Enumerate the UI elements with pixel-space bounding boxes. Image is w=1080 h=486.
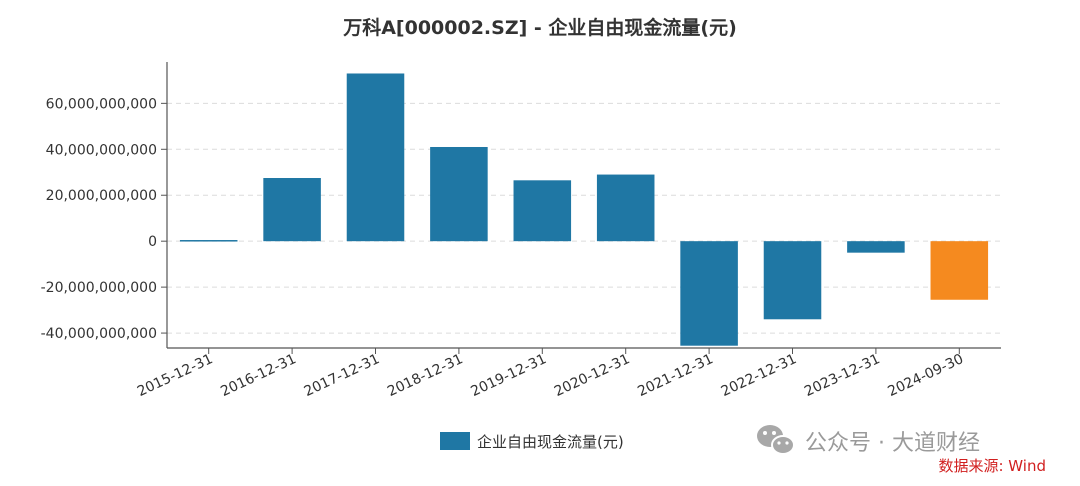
bar[interactable] xyxy=(596,174,655,242)
x-axis-ticks: 2015-12-31 2016-12-31 2017-12-31 2018-12-31… xyxy=(135,348,966,400)
x-tick-label: 2019-12-31 xyxy=(468,351,549,400)
bar[interactable] xyxy=(847,241,905,253)
y-tick-label: 20,000,000,000 xyxy=(46,188,157,204)
bar[interactable] xyxy=(263,178,321,242)
bar[interactable] xyxy=(179,240,238,242)
y-tick-label: 60,000,000,000 xyxy=(46,96,157,112)
bar[interactable] xyxy=(513,180,572,242)
bar[interactable] xyxy=(346,73,405,242)
wechat-icon xyxy=(757,425,795,455)
x-tick-label: 2023-12-31 xyxy=(802,351,883,400)
y-tick-label: 40,000,000,000 xyxy=(46,142,157,158)
watermark-text: 公众号 · 大道财经 xyxy=(805,431,980,456)
data-source: 数据来源: Wind xyxy=(938,457,1046,475)
bar[interactable] xyxy=(430,146,488,242)
y-tick-label: 0 xyxy=(148,234,157,250)
x-tick-label: 2018-12-31 xyxy=(385,351,466,400)
chart-title: 万科A[000002.SZ] - 企业自由现金流量(元) xyxy=(342,16,737,39)
x-tick-label: 2024-09-30 xyxy=(885,351,966,400)
x-tick-label: 2017-12-31 xyxy=(302,351,383,400)
axes xyxy=(166,62,1001,349)
x-tick-label: 2016-12-31 xyxy=(218,351,299,400)
legend-swatch xyxy=(440,432,470,450)
x-tick-label: 2021-12-31 xyxy=(635,351,716,400)
bar[interactable] xyxy=(930,241,989,300)
y-tick-label: -40,000,000,000 xyxy=(41,326,157,342)
legend[interactable]: 企业自由现金流量(元) xyxy=(440,432,624,451)
watermark: 公众号 · 大道财经 xyxy=(757,425,980,456)
bar[interactable] xyxy=(763,241,822,320)
x-tick-label: 2022-12-31 xyxy=(719,351,800,400)
x-tick-label: 2020-12-31 xyxy=(552,351,633,400)
x-tick-label: 2015-12-31 xyxy=(135,351,216,400)
bar[interactable] xyxy=(680,241,738,346)
bars xyxy=(179,73,989,346)
y-axis-ticks: -40,000,000,000 -20,000,000,000 0 20,000,00… xyxy=(41,96,167,342)
legend-label: 企业自由现金流量(元) xyxy=(477,433,624,451)
y-tick-label: -20,000,000,000 xyxy=(41,280,157,296)
